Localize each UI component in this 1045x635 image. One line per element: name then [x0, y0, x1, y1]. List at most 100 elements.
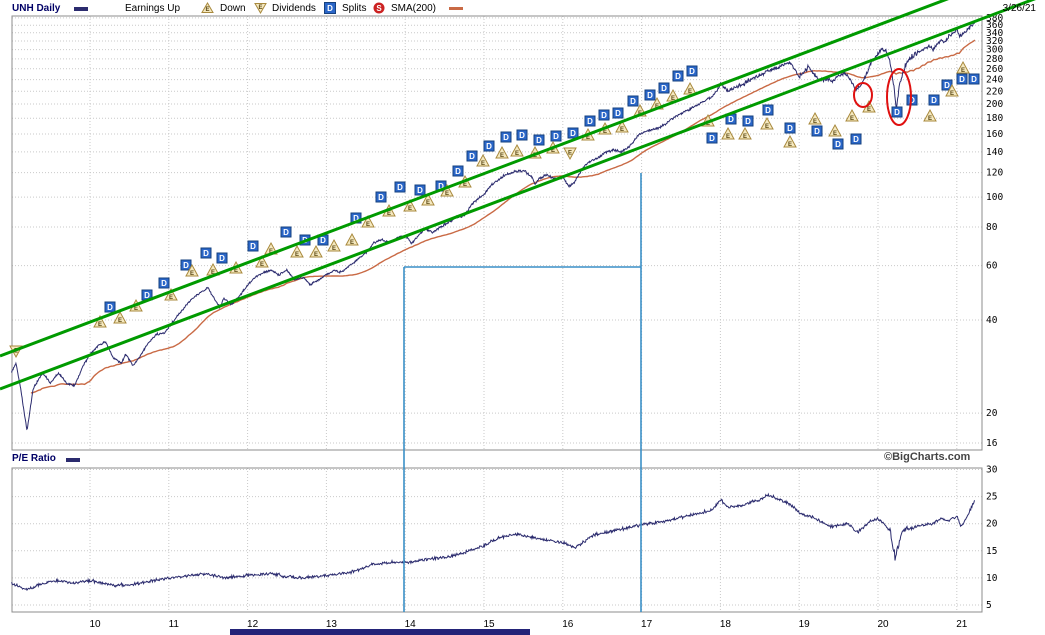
svg-text:E: E — [134, 306, 138, 312]
svg-text:D: D — [661, 84, 667, 93]
svg-text:E: E — [671, 96, 675, 102]
svg-text:380: 380 — [986, 13, 1003, 24]
splits-icon: S — [373, 2, 385, 14]
horizontal-scrollbar-thumb[interactable] — [230, 629, 530, 635]
svg-text:D: D — [944, 81, 950, 90]
svg-text:E: E — [408, 206, 412, 212]
svg-text:D: D — [615, 109, 621, 118]
highlight-ellipses — [853, 68, 912, 126]
dividend-marker-icon — [104, 301, 116, 313]
earnings-down-icon: E — [254, 3, 267, 14]
svg-text:180: 180 — [986, 113, 1003, 124]
dividend-marker-icon — [832, 138, 844, 150]
svg-text:E: E — [688, 89, 692, 95]
earnings-up-marker-icon — [113, 310, 127, 324]
svg-text:13: 13 — [326, 619, 338, 630]
dividend-marker-icon — [452, 165, 464, 177]
svg-text:20: 20 — [877, 619, 889, 630]
pe-line — [11, 492, 975, 591]
svg-text:D: D — [894, 108, 900, 117]
svg-text:D: D — [183, 261, 189, 270]
legend-sma-label: SMA(200) — [391, 3, 437, 14]
earnings-up-marker-icon — [721, 126, 735, 140]
dividend-marker-icon — [672, 70, 684, 82]
panel-frames — [11, 15, 983, 613]
dividend-marker-icon — [742, 115, 754, 127]
dividend-marker-icon — [550, 130, 562, 142]
earnings-up-marker-icon — [828, 123, 842, 137]
dividend-marker-icon — [567, 127, 579, 139]
dividend-icon: D — [324, 2, 336, 14]
svg-text:D: D — [378, 193, 384, 202]
svg-text:D: D — [161, 279, 167, 288]
svg-text:17: 17 — [641, 619, 653, 630]
price-line-swatch — [74, 7, 88, 11]
dividend-marker-icon — [644, 89, 656, 101]
svg-text:D: D — [327, 4, 333, 13]
svg-text:E: E — [726, 134, 730, 140]
svg-text:E: E — [314, 252, 318, 258]
svg-text:E: E — [706, 121, 710, 127]
svg-text:E: E — [332, 246, 336, 252]
svg-text:D: D — [469, 152, 475, 161]
svg-text:E: E — [500, 153, 504, 159]
svg-text:E: E — [515, 151, 519, 157]
svg-text:E: E — [463, 182, 467, 188]
dividend-marker-icon — [850, 133, 862, 145]
svg-text:5: 5 — [986, 600, 992, 611]
svg-text:160: 160 — [986, 129, 1003, 140]
svg-text:E: E — [568, 151, 572, 157]
svg-text:280: 280 — [986, 54, 1003, 65]
earnings-up-marker-icon — [403, 198, 417, 212]
svg-text:E: E — [169, 295, 173, 301]
svg-text:E: E — [481, 161, 485, 167]
svg-text:D: D — [219, 254, 225, 263]
svg-text:D: D — [417, 186, 423, 195]
svg-text:12: 12 — [247, 619, 259, 630]
dividend-marker-icon — [784, 122, 796, 134]
earnings-up-marker-icon — [327, 238, 341, 252]
svg-text:E: E — [445, 191, 449, 197]
svg-text:D: D — [630, 97, 636, 106]
svg-text:S: S — [376, 4, 382, 13]
sma-line-swatch — [449, 7, 463, 10]
svg-text:E: E — [533, 153, 537, 159]
svg-text:D: D — [353, 214, 359, 223]
svg-text:D: D — [107, 303, 113, 312]
trend-channel-lines — [0, 0, 1036, 391]
svg-text:E: E — [98, 322, 102, 328]
svg-text:30: 30 — [986, 465, 998, 476]
earnings-up-marker-icon — [510, 143, 524, 157]
svg-text:16: 16 — [986, 438, 998, 449]
svg-text:D: D — [570, 129, 576, 138]
earnings-up-marker-icon — [93, 314, 107, 328]
dividend-marker-icon — [516, 129, 528, 141]
earnings-up-marker-icon — [683, 81, 697, 95]
copyright-label: ©BigCharts.com — [884, 451, 971, 463]
dividend-marker-icon — [533, 134, 545, 146]
dividend-marker-icon — [216, 252, 228, 264]
dividend-marker-icon — [928, 94, 940, 106]
svg-text:80: 80 — [986, 222, 998, 233]
dividend-marker-icon — [158, 277, 170, 289]
svg-text:19: 19 — [799, 619, 811, 630]
svg-text:D: D — [835, 140, 841, 149]
svg-text:15: 15 — [483, 619, 495, 630]
svg-text:E: E — [586, 135, 590, 141]
earnings-up-marker-icon — [738, 126, 752, 140]
svg-text:D: D — [486, 142, 492, 151]
earnings-down-marker-icon — [563, 147, 577, 161]
svg-text:D: D — [689, 67, 695, 76]
svg-text:D: D — [959, 75, 965, 84]
earnings-up-marker-icon — [783, 134, 797, 148]
dividend-marker-icon — [891, 106, 903, 118]
dividend-marker-icon — [394, 181, 406, 193]
svg-text:D: D — [203, 249, 209, 258]
svg-text:D: D — [909, 96, 915, 105]
svg-text:D: D — [519, 131, 525, 140]
earnings-up-marker-icon — [956, 60, 970, 74]
svg-text:360: 360 — [986, 20, 1003, 31]
